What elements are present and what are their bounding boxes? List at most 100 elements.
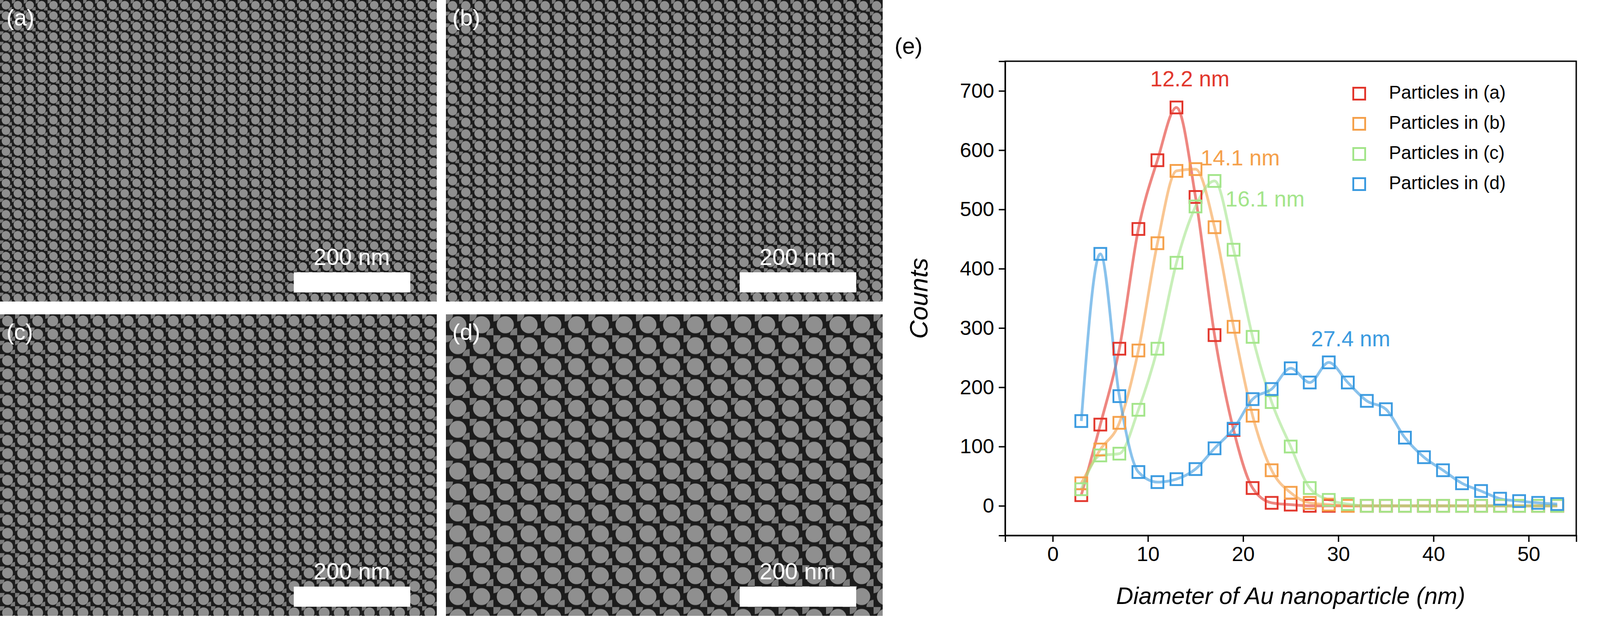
marker xyxy=(1494,499,1506,512)
tick-label: 400 xyxy=(959,256,995,281)
marker xyxy=(1132,344,1145,357)
tick-label: 40 xyxy=(1422,542,1446,566)
marker xyxy=(1379,499,1392,512)
marker xyxy=(1456,499,1468,512)
marker xyxy=(1532,497,1545,509)
legend-label: Particles in (c) xyxy=(1388,142,1505,163)
fit-line xyxy=(1081,169,1558,506)
marker xyxy=(1189,200,1202,213)
tick-label: 20 xyxy=(1231,542,1255,566)
marker xyxy=(1151,342,1164,355)
marker xyxy=(1113,447,1126,460)
marker xyxy=(1513,499,1526,512)
legend-marker xyxy=(1353,87,1366,100)
tick: 100 xyxy=(959,434,1006,458)
tick-mark xyxy=(998,445,1006,448)
tick-label: 600 xyxy=(959,138,995,162)
tick-label: 0 xyxy=(982,493,995,518)
tick: 40 xyxy=(1422,535,1446,566)
scale-bar xyxy=(293,272,411,293)
marker xyxy=(1246,330,1259,343)
marker xyxy=(1475,485,1488,498)
marker xyxy=(1513,499,1526,512)
series-markers xyxy=(1075,248,1564,511)
marker xyxy=(1303,482,1316,494)
marker xyxy=(1246,482,1259,494)
marker xyxy=(1551,498,1563,510)
marker xyxy=(1284,440,1297,453)
legend-marker xyxy=(1353,117,1366,130)
marker xyxy=(1494,499,1506,512)
scale-bar xyxy=(739,272,857,293)
tick: 20 xyxy=(1231,535,1255,566)
x-axis-title: Diameter of Au nanoparticle (nm) xyxy=(1116,582,1466,610)
sem-image xyxy=(445,0,883,302)
marker xyxy=(1398,431,1411,444)
legend-label: Particles in (d) xyxy=(1388,172,1506,193)
series-markers xyxy=(1075,174,1564,512)
panel-label: (b) xyxy=(452,5,481,31)
annotation: 14.1 nm xyxy=(1200,145,1280,170)
marker xyxy=(1436,464,1449,477)
scale-bar xyxy=(293,586,411,607)
marker xyxy=(1322,356,1335,369)
tick-mark xyxy=(998,208,1006,211)
marker xyxy=(1475,499,1488,512)
marker xyxy=(1208,221,1221,234)
tick-mark xyxy=(998,386,1006,389)
tick-mark xyxy=(1147,535,1150,542)
marker xyxy=(1418,499,1431,512)
marker xyxy=(1284,487,1297,499)
marker xyxy=(1075,483,1088,496)
annotation: 12.2 nm xyxy=(1149,66,1230,91)
marker xyxy=(1132,222,1145,235)
tick-mark xyxy=(1528,535,1530,542)
fit-line xyxy=(1081,254,1558,505)
legend-label: Particles in (b) xyxy=(1388,112,1506,133)
marker xyxy=(1094,248,1107,260)
marker xyxy=(1265,497,1278,509)
marker xyxy=(1341,376,1354,389)
marker xyxy=(1246,409,1259,422)
marker xyxy=(1494,499,1506,512)
marker xyxy=(1361,499,1373,512)
x-axis: 01020304050 xyxy=(1005,535,1577,566)
tick: 0 xyxy=(1047,535,1059,566)
image-panel: (c)200 nm xyxy=(0,314,437,616)
tick: 0 xyxy=(982,493,1006,518)
tick: 600 xyxy=(959,138,1006,162)
legend-marker xyxy=(1353,148,1366,160)
marker xyxy=(1379,403,1392,416)
marker xyxy=(1361,499,1373,512)
marker xyxy=(1532,499,1545,512)
marker xyxy=(1322,498,1335,511)
marker xyxy=(1322,493,1335,506)
marker xyxy=(1341,498,1354,510)
scale-bar-label: 200 nm xyxy=(313,558,391,585)
fit-line xyxy=(1081,180,1558,506)
axis-line xyxy=(1005,535,1577,543)
marker xyxy=(1227,243,1240,256)
legend-label: Particles in (a) xyxy=(1388,82,1506,103)
marker xyxy=(1398,499,1411,512)
tick-mark xyxy=(1052,535,1054,542)
marker xyxy=(1170,256,1183,269)
tick: 500 xyxy=(959,197,1006,221)
marker xyxy=(1170,473,1183,486)
tick-label: 100 xyxy=(959,434,995,458)
marker xyxy=(1208,442,1221,455)
marker xyxy=(1170,164,1183,177)
tick-label: 0 xyxy=(1047,542,1059,566)
tick-mark xyxy=(998,505,1006,507)
legend-marker xyxy=(1353,178,1366,191)
panel-label: (a) xyxy=(6,5,35,31)
sem-image xyxy=(0,314,437,616)
figure: (a)200 nm(b)200 nm(c)200 nm(d)200 nm(e)0… xyxy=(0,0,1600,625)
tick: 30 xyxy=(1327,535,1351,566)
marker xyxy=(1303,499,1316,512)
tick-mark xyxy=(998,90,1006,92)
tick: 200 xyxy=(959,375,1006,399)
scale-bar-label: 200 nm xyxy=(759,558,837,585)
sem-image xyxy=(445,314,883,616)
marker xyxy=(1436,499,1449,512)
